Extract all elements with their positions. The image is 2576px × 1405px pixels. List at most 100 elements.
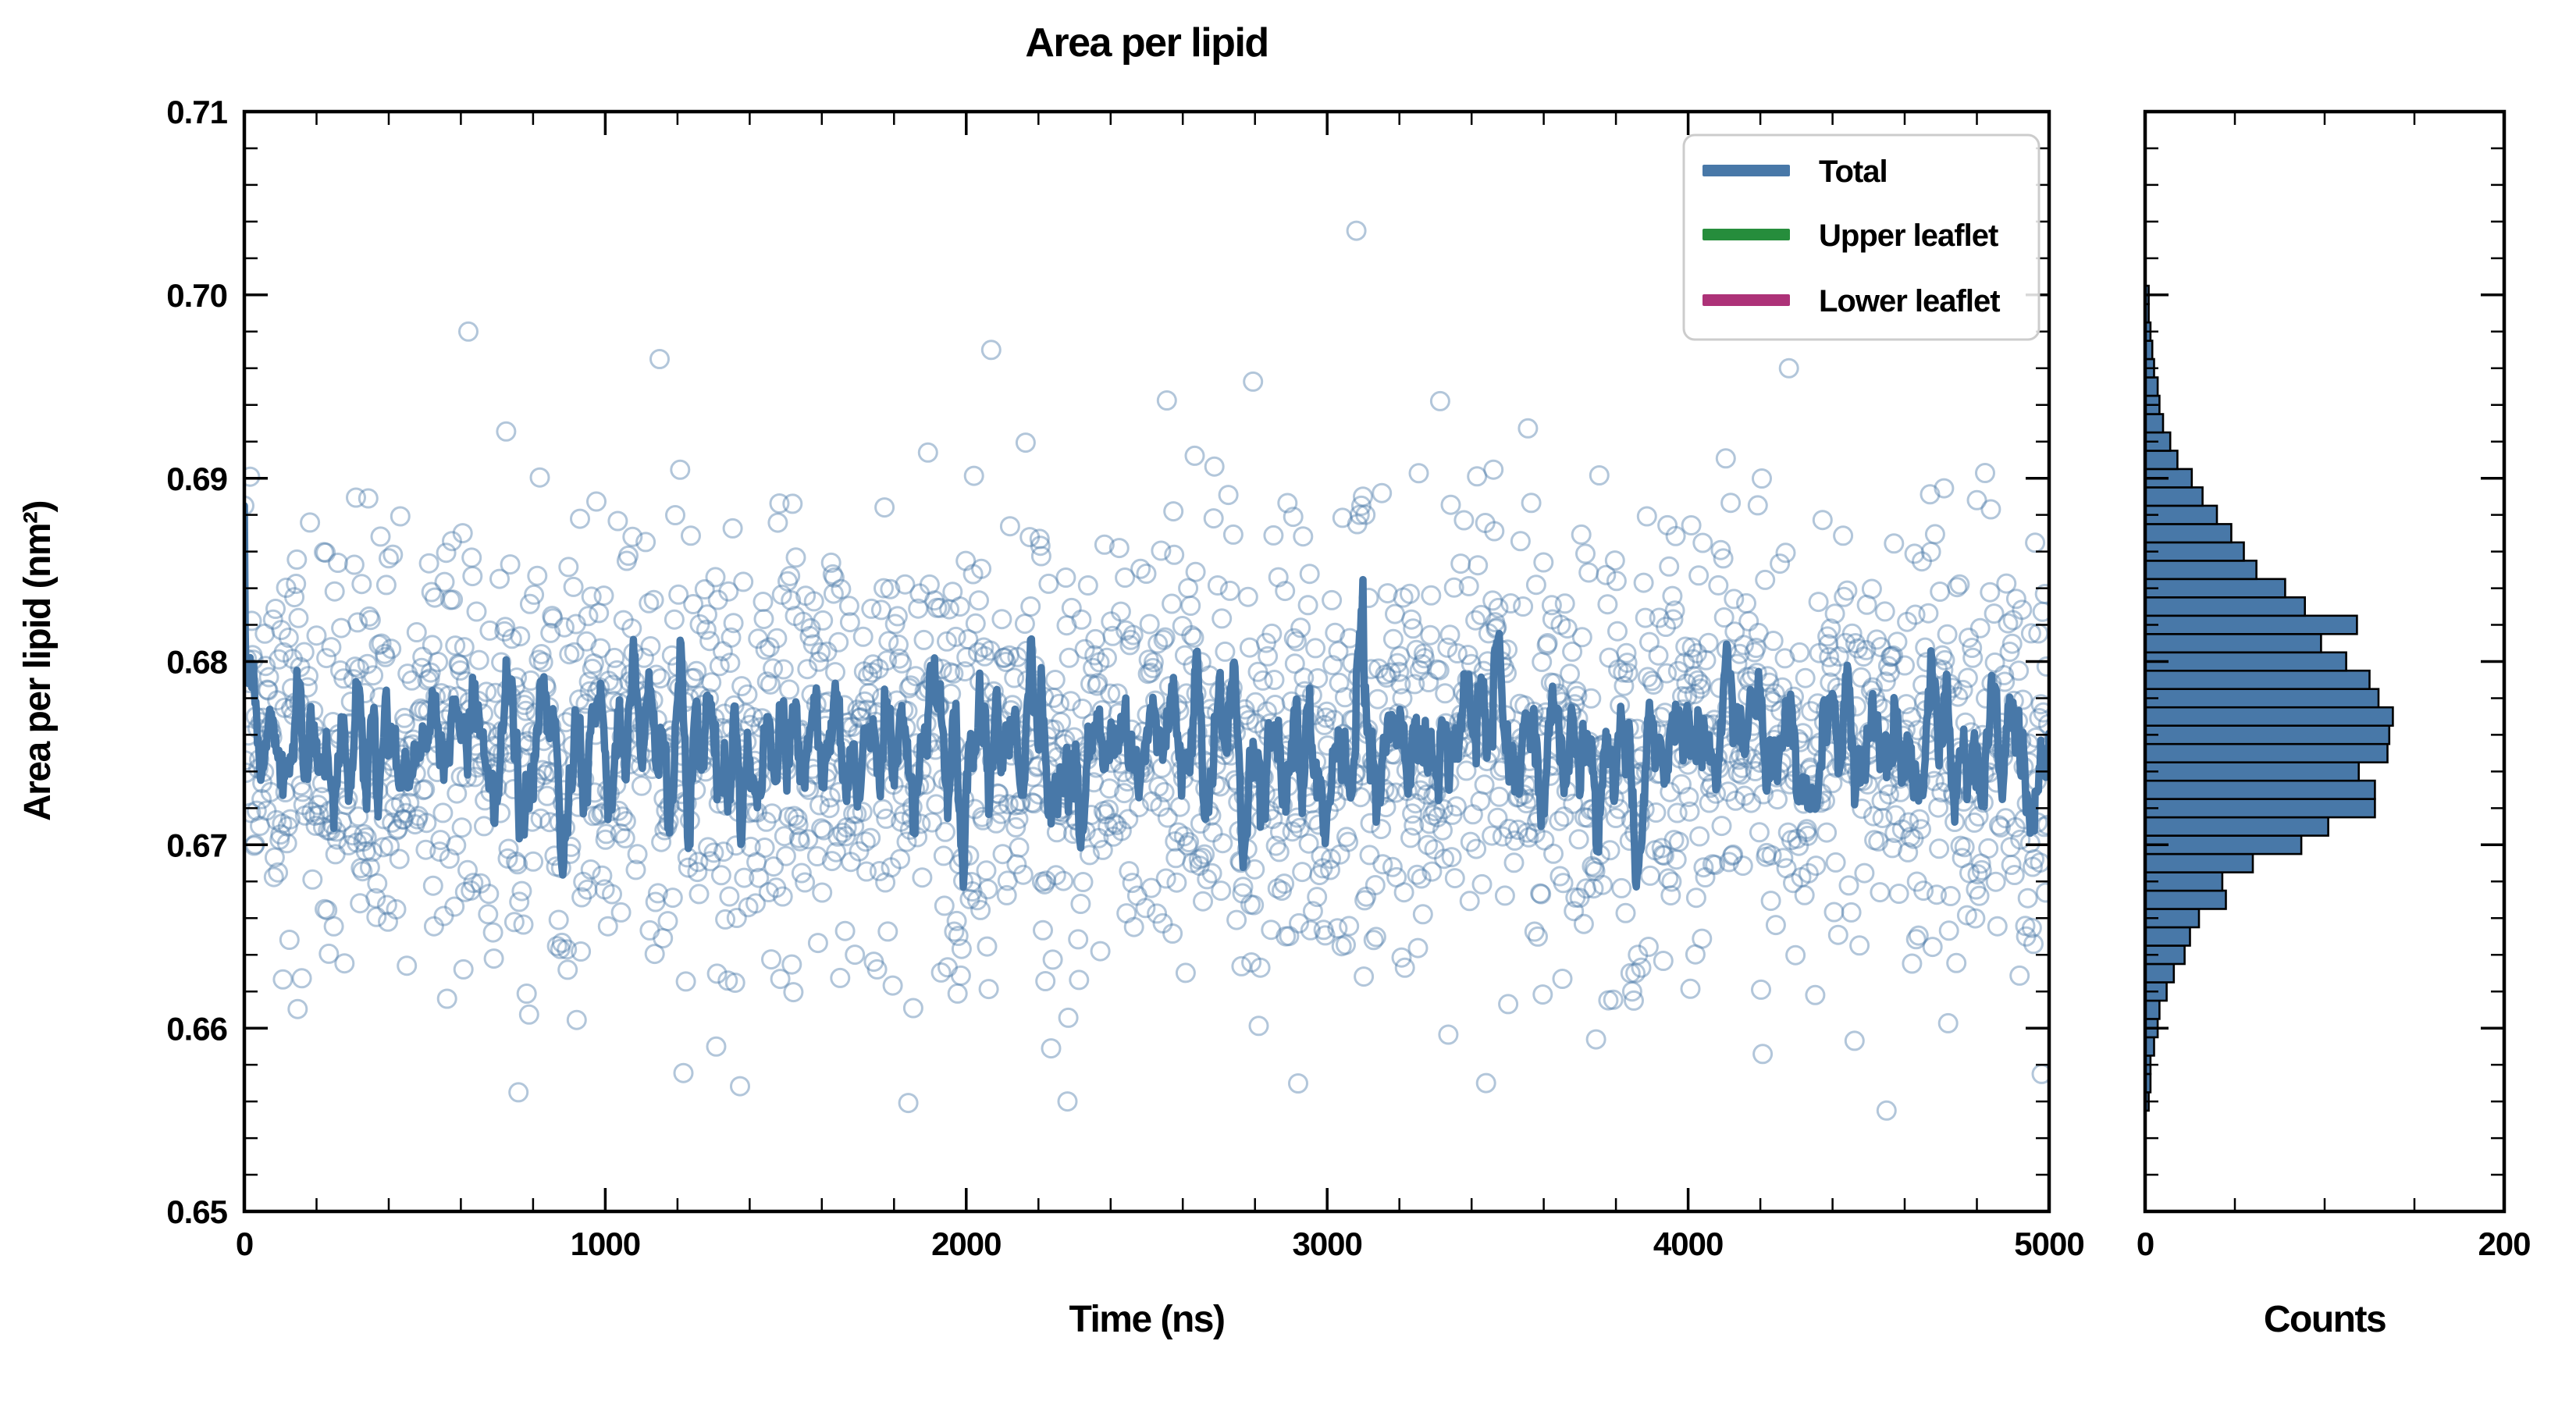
scatter-point <box>353 831 374 852</box>
scatter-point <box>942 582 963 603</box>
scatter-point <box>799 779 820 800</box>
scatter-point <box>1927 884 1947 905</box>
scatter-point <box>707 589 728 610</box>
scatter-point <box>1163 501 1184 522</box>
scatter-point <box>276 578 297 598</box>
scatter-point <box>1675 636 1696 657</box>
scatter-point <box>2034 584 2049 604</box>
scatter-point <box>1457 645 1478 665</box>
scatter-point <box>1156 390 1177 411</box>
scatter-point <box>1462 804 1483 825</box>
scatter-point <box>681 525 701 546</box>
scatter-point <box>1177 834 1197 855</box>
scatter-point <box>898 678 920 699</box>
plot-generated-content: 0.650.660.670.680.690.700.710 1000 2000 300… <box>166 94 2531 1262</box>
scatter-point <box>571 941 592 962</box>
scatter-point <box>1143 652 1164 673</box>
scatter-point <box>1104 813 1125 834</box>
scatter-point <box>1863 806 1884 827</box>
scatter-point <box>1806 855 1827 877</box>
scatter-point <box>1165 831 1186 852</box>
y-axis-label: Area per lipid (nm²) <box>17 501 59 821</box>
scatter-point <box>1083 657 1104 678</box>
scatter-point <box>824 567 845 588</box>
scatter-point <box>1825 852 1846 873</box>
scatter-point <box>430 830 451 851</box>
scatter-point <box>1499 818 1520 839</box>
scatter-point <box>250 816 270 836</box>
scatter-point <box>1682 649 1703 670</box>
scatter-point <box>1073 872 1094 892</box>
scatter-point <box>1671 774 1692 795</box>
scatter-point <box>1543 843 1564 864</box>
scatter-point <box>1435 683 1456 704</box>
scatter-point <box>277 816 298 837</box>
y-tick-label: 0.68 <box>166 644 227 681</box>
scatter-point <box>640 636 661 656</box>
scatter-point <box>1537 633 1558 653</box>
plot-title: Area per lipid <box>1025 20 1268 66</box>
scatter-point <box>1231 955 1252 976</box>
scatter-point <box>1751 979 1771 1000</box>
scatter-point <box>1640 865 1660 886</box>
scatter-point <box>1147 633 1169 654</box>
scatter-point <box>1077 575 1098 596</box>
scatter-point <box>564 642 585 663</box>
scatter-point <box>1833 525 1854 546</box>
scatter-point <box>969 590 989 611</box>
scatter-point <box>294 642 315 663</box>
scatter-point <box>1355 504 1376 525</box>
scatter-point <box>1915 637 1936 658</box>
scatter-point <box>688 852 709 873</box>
scatter-point <box>649 349 670 369</box>
histogram-bar <box>2145 450 2179 471</box>
scatter-point <box>1848 638 1868 659</box>
scatter-point <box>789 831 810 852</box>
scatter-point <box>1426 659 1447 680</box>
scatter-point <box>1897 611 1918 632</box>
scatter-point <box>1970 853 1991 874</box>
scatter-point <box>317 900 338 921</box>
scatter-point <box>462 566 483 587</box>
scatter-point <box>1876 1100 1897 1121</box>
scatter-point <box>1692 532 1713 553</box>
scatter-point <box>1427 807 1448 828</box>
scatter-point <box>1079 845 1100 866</box>
scatter-point <box>1584 857 1605 878</box>
scatter-point <box>1745 638 1767 658</box>
scatter-point <box>407 806 429 827</box>
scatter-point <box>347 612 368 633</box>
scatter-point <box>1621 981 1642 1002</box>
scatter-point <box>1152 912 1173 934</box>
scatter-point <box>697 604 717 625</box>
scatter-point <box>528 649 550 670</box>
histogram-bar <box>2145 962 2176 984</box>
y-tick-label: 0.71 <box>166 94 227 130</box>
scatter-point <box>1283 507 1304 528</box>
scatter-point <box>308 805 329 826</box>
scatter-point <box>516 984 537 1004</box>
scatter-point <box>831 578 852 599</box>
scatter-point <box>1749 822 1770 843</box>
scatter-point <box>1328 641 1349 662</box>
scatter-point <box>884 614 906 635</box>
scatter-point <box>1599 647 1620 668</box>
scatter-point <box>1272 880 1292 902</box>
scatter-point <box>1274 873 1295 895</box>
scatter-point <box>1553 873 1574 894</box>
scatter-point <box>781 590 802 611</box>
scatter-point <box>316 648 337 669</box>
scatter-point <box>838 596 859 617</box>
scatter-point <box>851 700 872 721</box>
scatter-point <box>1856 594 1877 615</box>
scatter-point <box>718 581 739 602</box>
histogram-bar <box>2145 413 2165 434</box>
scatter-point <box>703 842 724 863</box>
scatter-point <box>1883 645 1904 666</box>
scatter-point <box>412 646 433 667</box>
scatter-point <box>862 662 883 683</box>
scatter-point <box>1854 863 1875 884</box>
scatter-point <box>1421 585 1442 606</box>
scatter-point <box>1550 866 1571 887</box>
scatter-point <box>1030 546 1051 567</box>
